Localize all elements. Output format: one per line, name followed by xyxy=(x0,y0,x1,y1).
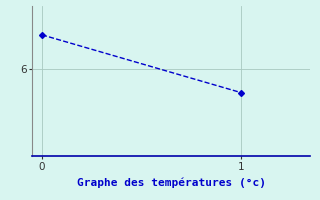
X-axis label: Graphe des températures (°c): Graphe des températures (°c) xyxy=(77,177,266,188)
